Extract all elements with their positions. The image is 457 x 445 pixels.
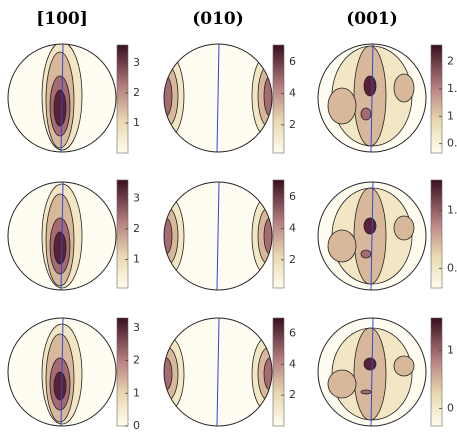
colorbar-tick-label: 2 [289,118,296,131]
colorbar-tick-label: 2 [447,54,454,67]
density-contour [327,229,357,263]
pole-figure [317,181,427,291]
reference-line [370,181,374,291]
reference-line [60,181,64,291]
colorbar-tick-label: 2 [133,354,140,367]
colorbar [430,179,443,289]
colorbar-tick-label: 1 [447,344,454,357]
pole-figure [7,43,117,153]
density-contour [53,371,67,401]
density-contour [393,215,415,241]
reference-line [216,181,220,291]
pole-outline [7,181,117,291]
colorbar-tick-label: 3 [133,56,140,69]
density-contour [363,357,377,371]
colorbar-tick-label: 2 [289,388,296,401]
pole-figure [163,43,273,153]
reference-line [216,43,220,153]
colorbar-tick-label: 6 [289,55,296,68]
density-contour [360,249,372,259]
colorbar [272,179,285,289]
colorbar-tick-label: 1. [447,82,457,95]
density [41,183,83,289]
reference-line [370,43,374,153]
density-contour [360,107,372,121]
density-contour [327,87,357,125]
reference-line [60,43,64,153]
pole-outline [317,43,427,153]
density-contour [363,75,377,97]
density-contour [393,73,415,103]
colorbar [116,317,129,427]
colorbar-tick-label: 1 [133,386,140,399]
pole-outline [163,43,273,153]
colorbar-tick-label: 0. [447,137,457,150]
colorbar-tick-label: 0 [133,419,140,432]
colorbar-tick-label: 1. [447,204,457,217]
colorbar-tick-label: 3 [133,191,140,204]
pole-figure [317,43,427,153]
column-title: (010) [192,9,244,29]
colorbar-tick-label: 6 [289,190,296,203]
colorbar-tick-label: 0. [447,261,457,274]
colorbar-tick-label: 2 [133,222,140,235]
colorbar-tick-label: 0 [447,402,454,415]
reference-line [60,317,64,427]
colorbar-tick-label: 1 [133,116,140,129]
colorbar-tick-label: 2 [289,253,296,266]
colorbar [272,317,285,427]
colorbar-tick-label: 2 [133,86,140,99]
pole-outline [317,317,427,427]
reference-line [216,317,220,427]
density-contour [53,231,67,265]
pole-outline [163,317,273,427]
pole-outline [163,181,273,291]
pole-figure [7,317,117,427]
density-contour [363,217,377,235]
colorbar-tick-label: 4 [289,222,296,235]
reference-line [370,317,374,427]
colorbar-tick-label: 6 [289,326,296,339]
colorbar-tick-label: 4 [289,87,296,100]
density [164,55,272,137]
density [164,337,272,411]
density-contour [353,327,387,421]
density-contour [353,187,387,285]
pole-outline [7,43,117,153]
pole-figure [317,317,427,427]
density-contour [360,389,372,395]
colorbar [430,317,443,427]
colorbar-tick-label: 1 [447,109,454,122]
column-title: (001) [346,9,398,29]
column-title: [100] [36,9,88,29]
pole-outline [317,181,427,291]
density-contour [53,89,67,127]
density-contour [327,369,357,399]
colorbar [272,44,285,154]
colorbar-tick-label: 1 [133,253,140,266]
density [164,197,272,275]
colorbar-tick-label: 3 [133,321,140,334]
pole-figure [163,181,273,291]
colorbar [430,44,443,154]
colorbar [116,179,129,289]
density-contour [393,355,415,377]
pole-figure [163,317,273,427]
colorbar [116,44,129,154]
pole-outline [7,317,117,427]
colorbar-tick-label: 4 [289,357,296,370]
pole-figure [7,181,117,291]
density [327,187,415,285]
